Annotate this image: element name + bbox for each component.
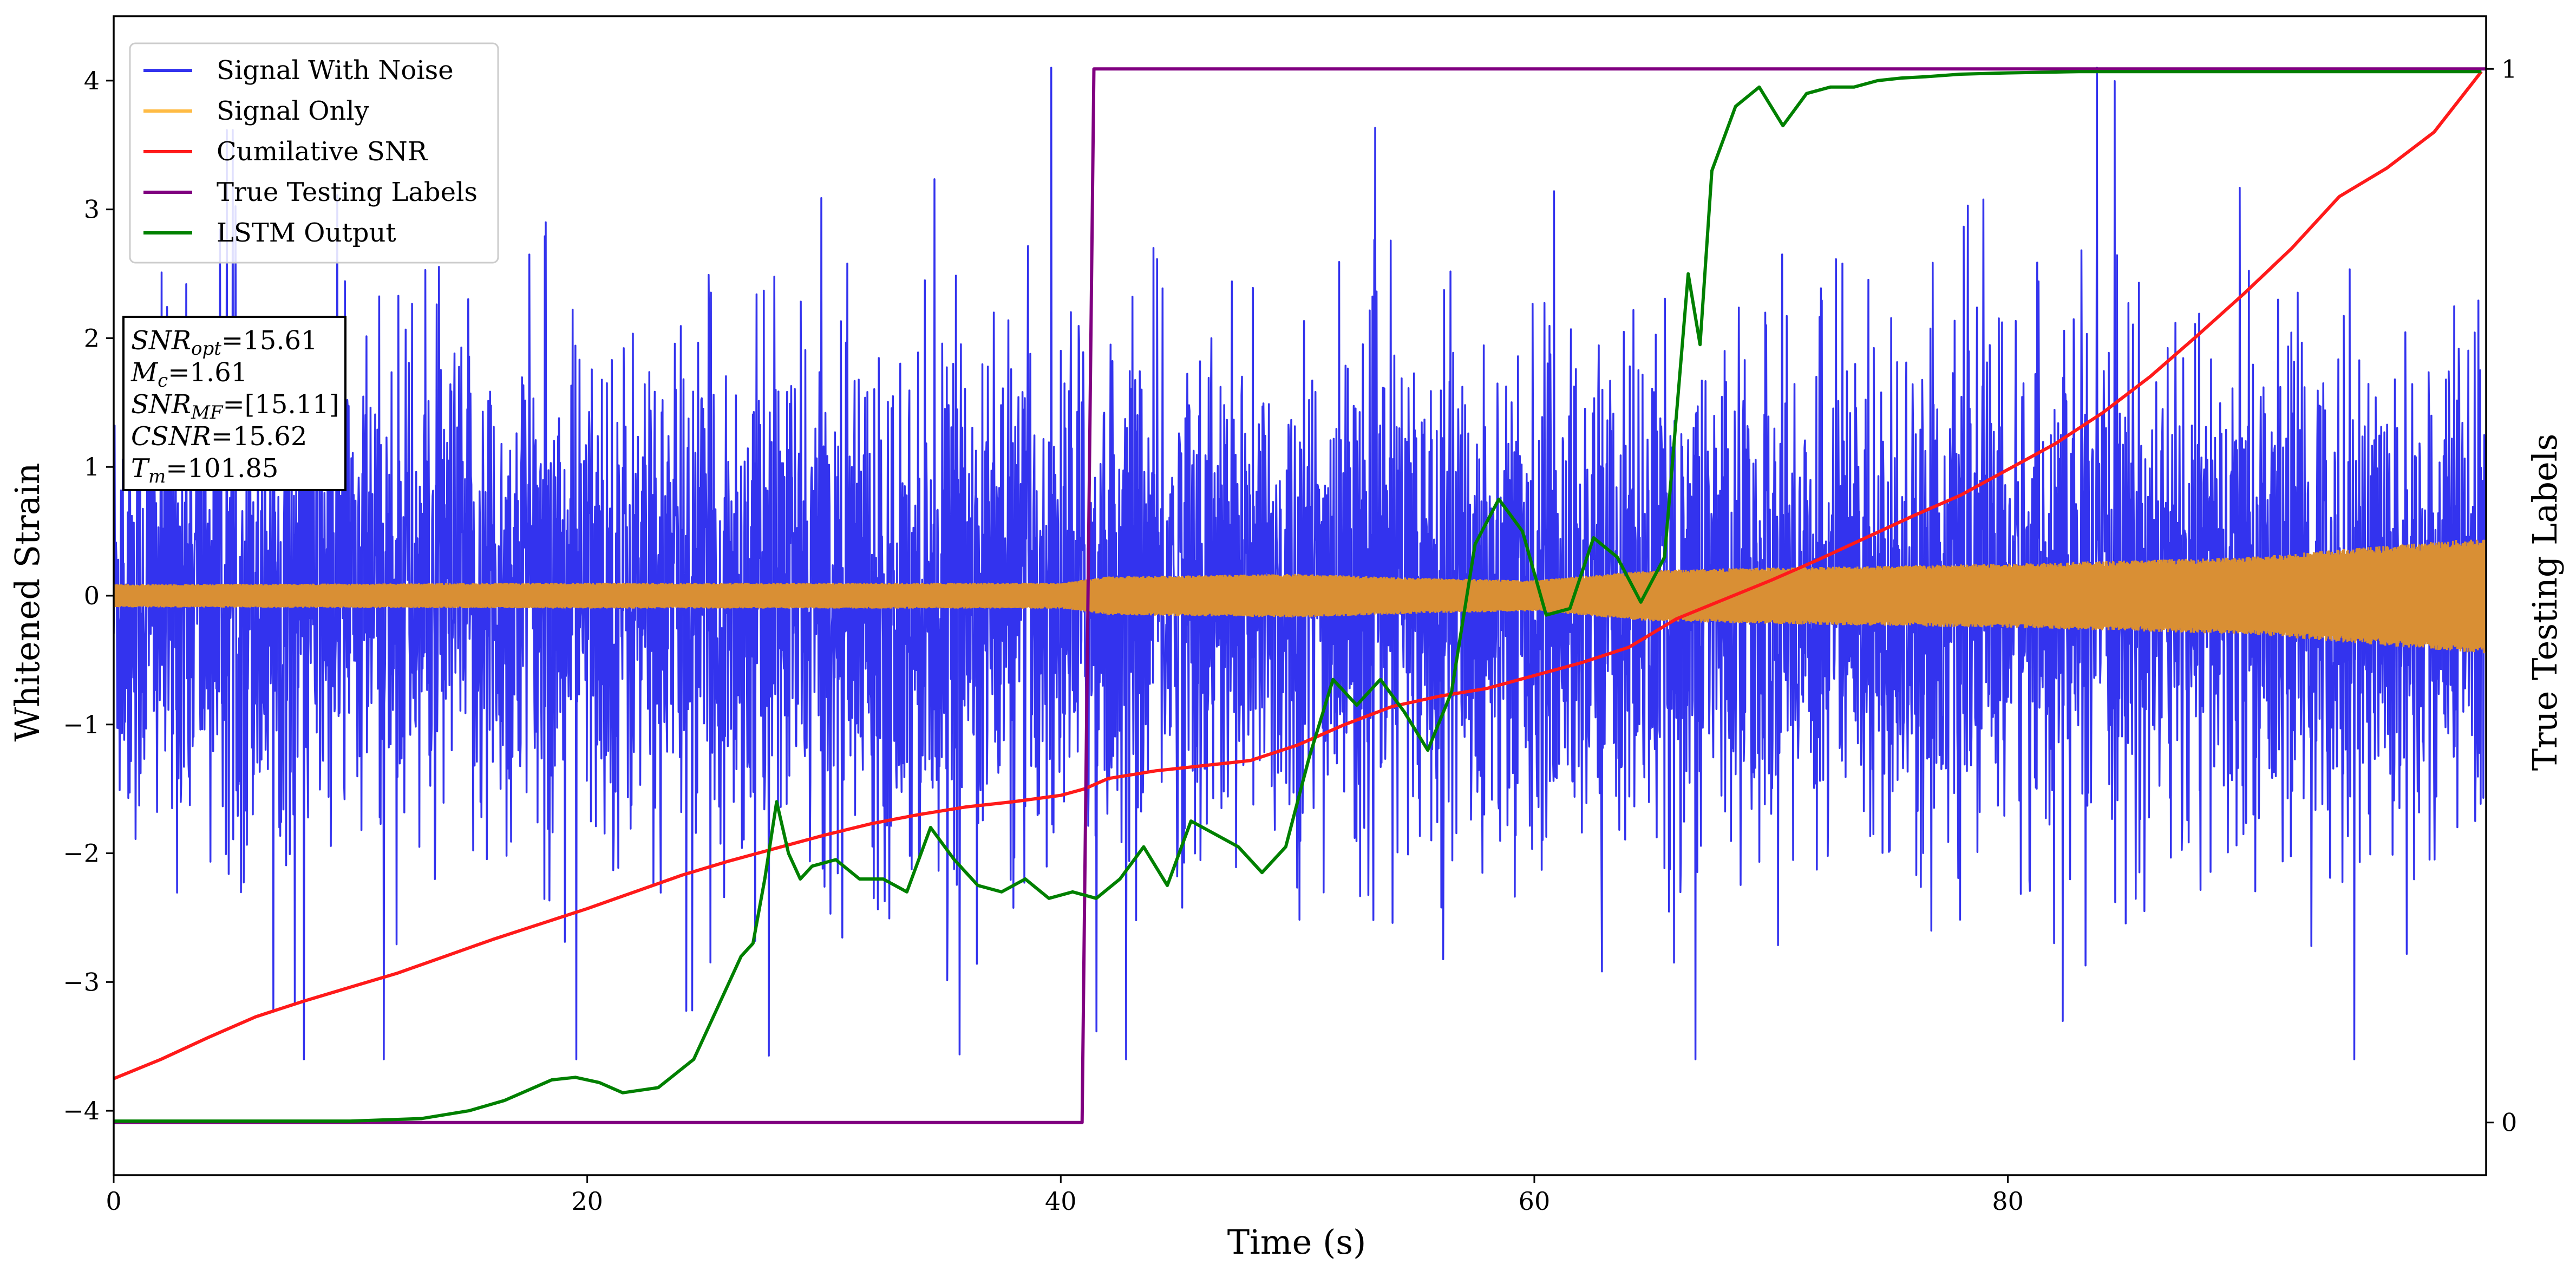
annotation-line: SNRMF=[15.11] [131, 389, 339, 424]
series-lstm-output [114, 70, 2482, 1123]
legend-box [129, 42, 499, 264]
legend-label: Signal With Noise [217, 55, 454, 86]
y-tick-label: 3 [84, 195, 100, 224]
y-tick-label: 4 [84, 66, 100, 95]
annotation-line: SNRopt=15.61 [131, 325, 318, 360]
annotation-line: Mc=1.61 [130, 357, 247, 392]
x-tick-label: 60 [1519, 1187, 1551, 1216]
series-cumilative-snr [114, 70, 2483, 1080]
y2-axis-title: True Testing Labels [2525, 434, 2565, 771]
y-tick-label: −2 [63, 839, 100, 868]
y-tick-label: −1 [63, 710, 100, 739]
y-tick-label: 1 [84, 452, 100, 481]
y-axis-title: Whitened Strain [8, 463, 47, 742]
legend-label: Cumilative SNR [217, 136, 428, 167]
y-tick-label: −3 [63, 967, 100, 996]
series-true-testing-labels [114, 67, 2486, 1124]
y2-tick-label: 1 [2501, 54, 2517, 83]
x-tick-label: 80 [1992, 1187, 2024, 1216]
legend-label: True Testing Labels [217, 177, 478, 207]
y-tick-label: 2 [84, 323, 100, 353]
series-signal-with-noise [114, 67, 2486, 1060]
legend-label: LSTM Output [217, 218, 396, 248]
x-axis-title: Time (s) [1227, 1222, 1367, 1262]
x-tick-label: 0 [106, 1187, 121, 1216]
series-signal-only [114, 539, 2486, 654]
annotation-line: Tm=101.85 [131, 453, 278, 487]
plot-area [114, 67, 2486, 1124]
y-tick-label: −4 [63, 1096, 100, 1125]
x-tick-label: 40 [1045, 1187, 1077, 1216]
annotation-line: CSNR=15.62 [131, 421, 307, 452]
y-tick-label: 0 [84, 581, 100, 610]
y2-tick-label: 0 [2501, 1108, 2517, 1137]
x-tick-label: 20 [571, 1187, 603, 1216]
legend-label: Signal Only [217, 96, 369, 126]
annotation-box [122, 316, 346, 491]
